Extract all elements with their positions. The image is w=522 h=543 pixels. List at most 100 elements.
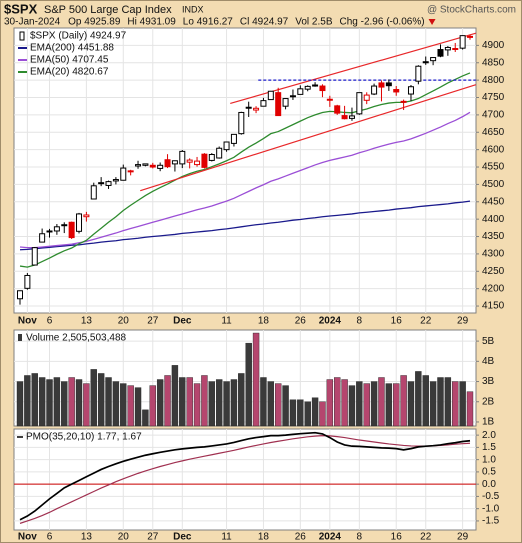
candle-body (24, 274, 31, 289)
candle-body (90, 185, 97, 200)
legend-label: $SPX (Daily) 4924.97 (30, 31, 127, 42)
candle-body (31, 247, 38, 266)
volume-bar (274, 383, 282, 427)
volume-bar (46, 379, 53, 427)
volume-bar (53, 377, 61, 427)
quote-item: Vol 2.5B (295, 17, 333, 28)
panel-title: PMO(35,20,10) 1.77, 1.67 (26, 432, 142, 443)
candle-body (378, 82, 385, 88)
x-tick-label: 20 (118, 316, 130, 327)
y-tick-label: 3B (482, 376, 495, 387)
candle-body (208, 154, 215, 161)
indicator-line (19, 431, 471, 521)
x-tick-label: 27 (147, 532, 159, 543)
x-tick-label: 16 (391, 532, 403, 543)
volume-bar (127, 385, 134, 427)
quote-item: Cl 4924.97 (240, 17, 289, 28)
candle-body (230, 133, 237, 144)
x-tick-label: 11 (221, 532, 232, 543)
volume-bar (134, 387, 142, 427)
x-tick-label: 8 (357, 316, 363, 327)
candle-body (17, 290, 23, 300)
candle-body (61, 224, 68, 227)
candle-body (238, 111, 245, 135)
x-tick-label: 2024 (319, 532, 342, 543)
y-tick-label: 4600 (482, 144, 505, 155)
y-tick-label: 1.0 (482, 454, 496, 465)
volume-bar (289, 399, 297, 427)
candle-body (201, 153, 208, 168)
volume-bar (83, 383, 90, 427)
candle-body (371, 85, 378, 95)
volume-bar (378, 377, 385, 427)
x-tick-label: Nov (18, 532, 37, 543)
volume-bar (452, 381, 459, 427)
volume-bar (164, 375, 171, 427)
x-tick-label: 2024 (319, 316, 342, 327)
y-tick-label: 2B (482, 396, 495, 407)
candle-body (459, 35, 466, 49)
volume-bar (179, 377, 186, 427)
volume-bar (385, 383, 393, 427)
down-arrow (428, 19, 436, 25)
candle-body (452, 48, 459, 51)
candle-body (46, 230, 53, 233)
quote-item: Hi 4931.09 (127, 17, 176, 28)
candle-body (127, 170, 134, 173)
candle-body (267, 90, 274, 101)
volume-bar (400, 375, 407, 427)
volume-bar (319, 401, 326, 427)
candle-body (120, 167, 127, 181)
trendline (140, 84, 477, 192)
y-tick-label: 4750 (482, 92, 505, 103)
x-tick-label: 6 (47, 316, 53, 327)
volume-bar (422, 375, 429, 427)
x-tick-label: 29 (457, 316, 469, 327)
x-tick-label: 22 (420, 316, 432, 327)
y-tick-label: 4900 (482, 40, 505, 51)
volume-bar (267, 381, 275, 427)
x-tick-label: 16 (391, 316, 403, 327)
candle-body (171, 160, 178, 165)
volume-bar (466, 391, 474, 427)
candle-body (422, 61, 429, 64)
candle-body (39, 233, 46, 243)
candle-body (326, 98, 333, 101)
candle-body (341, 115, 348, 120)
x-tick-label: 8 (357, 532, 363, 543)
y-tick-label: 4400 (482, 214, 505, 225)
y-tick-label: 5B (482, 336, 495, 347)
candle-body (356, 92, 363, 115)
y-tick-label: 4350 (482, 231, 505, 242)
candle-body (245, 106, 252, 109)
candle-body (83, 214, 90, 218)
x-tick-label: 18 (258, 532, 270, 543)
y-tick-label: 0.0 (482, 479, 496, 490)
legend-label: EMA(20) 4820.67 (30, 67, 109, 78)
volume-bar (171, 365, 179, 427)
volume-bar (230, 379, 238, 427)
candle-body (135, 164, 142, 167)
x-tick-label: 20 (118, 532, 130, 543)
volume-bar (444, 377, 452, 427)
volume-bar (393, 383, 400, 427)
y-tick-label: 4500 (482, 179, 505, 190)
candle-body (275, 92, 282, 117)
volume-bar (156, 379, 164, 427)
candle-body (142, 163, 149, 166)
candle-body (179, 150, 186, 165)
x-tick-label: Nov (18, 316, 37, 327)
candle-body (76, 213, 83, 232)
volume-bar (149, 385, 156, 427)
y-tick-label: 4650 (482, 127, 505, 138)
y-tick-label: -1.0 (482, 503, 500, 514)
y-tick-label: 4800 (482, 75, 505, 86)
volume-bar (341, 379, 348, 427)
candle-body (98, 182, 105, 185)
ema-line (19, 111, 471, 249)
x-tick-label: 22 (420, 532, 432, 543)
volume-bar (120, 383, 127, 427)
volume-bar (437, 377, 444, 427)
